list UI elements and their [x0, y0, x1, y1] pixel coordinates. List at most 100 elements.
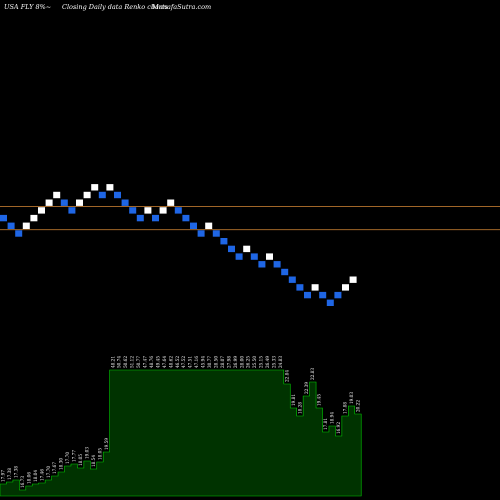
volume-label: 17.46 [39, 469, 44, 481]
volume-label: 17.38 [7, 468, 12, 480]
chart-site: MunafaSutra.com [151, 3, 211, 11]
renko-brick [190, 222, 197, 229]
renko-brick [7, 222, 15, 229]
renko-brick [281, 268, 289, 276]
volume-label: 49.45 [155, 356, 160, 368]
renko-brick [212, 230, 220, 237]
renko-brick [273, 261, 281, 268]
renko-brick [235, 253, 243, 260]
renko-brick [22, 222, 30, 229]
volume-label: 26.49 [265, 356, 270, 368]
volume-label: 17.38 [14, 466, 19, 478]
renko-brick [91, 184, 99, 191]
volume-panel [0, 369, 362, 497]
volume-label: 50.62 [123, 356, 128, 368]
renko-brick [182, 214, 190, 222]
volume-label: 20.22 [355, 400, 360, 412]
volume-label: 18.05 [78, 454, 83, 466]
volume-label: 17.81 [323, 418, 328, 430]
volume-label: 26.25 [246, 356, 251, 368]
volume-label: 18.30 [59, 458, 64, 470]
renko-brick [159, 207, 167, 214]
volume-label: 22.84 [284, 370, 289, 382]
volume-label: 45.94 [201, 356, 206, 368]
volume-label: 48.62 [168, 356, 173, 368]
renko-brick [106, 184, 114, 191]
volume-label: 18.04 [33, 470, 38, 482]
volume-label: 19.59 [104, 438, 109, 450]
renko-brick [98, 191, 106, 199]
volume-label: 22.83 [310, 368, 315, 380]
volume-label: 25.33 [272, 356, 277, 368]
volume-label: 19.03 [349, 392, 354, 404]
volume-label: 30.77 [207, 356, 212, 368]
renko-brick [121, 199, 129, 206]
volume-label: 47.47 [143, 356, 148, 368]
renko-brick [258, 261, 266, 268]
renko-brick [38, 207, 45, 214]
volume-label: 28.00 [239, 356, 244, 368]
volume-label: 47.64 [162, 356, 167, 368]
renko-brick [15, 230, 23, 237]
renko-brick [342, 284, 349, 291]
renko-brick [205, 222, 213, 229]
volume-label: 47.51 [188, 356, 193, 368]
renko-brick [30, 214, 38, 222]
volume-label: 24.83 [278, 356, 283, 368]
volume-label: 22.39 [304, 382, 309, 394]
renko-brick [129, 207, 137, 214]
renko-brick [167, 199, 175, 206]
renko-brick [311, 284, 319, 291]
volume-label: 18.28 [297, 402, 302, 414]
renko-brick [197, 230, 205, 237]
volume-label: 17.67 [52, 462, 57, 474]
renko-brick [144, 207, 152, 214]
volume-label: 46.52 [175, 356, 180, 368]
reference-lines [0, 206, 500, 231]
volume-label: 51.12 [130, 356, 135, 368]
volume-label: 19.03 [84, 447, 89, 459]
volume-label: 48.76 [149, 356, 154, 368]
volume-label: 17.77 [72, 450, 77, 462]
renko-brick [243, 245, 251, 253]
volume-label: 50.74 [117, 356, 122, 368]
renko-brick [174, 207, 182, 214]
renko-brick [76, 199, 83, 206]
renko-brick [334, 291, 342, 299]
volume-label: 18.06 [26, 472, 31, 484]
volume-label: 25.15 [259, 356, 264, 368]
renko-brick [266, 253, 273, 260]
renko-brick [68, 207, 76, 214]
volume-label: 48.21 [110, 356, 115, 368]
volume-label: 25.50 [252, 356, 257, 368]
renko-brick [296, 284, 304, 291]
renko-brick [250, 253, 258, 260]
volume-label: 17.70 [46, 466, 51, 478]
renko-brick [319, 291, 327, 299]
volume-area [0, 369, 362, 497]
renko-brick [326, 299, 334, 306]
renko-brick [220, 238, 228, 245]
renko-brick [288, 276, 296, 283]
renko-bricks [0, 184, 357, 306]
renko-brick [349, 276, 357, 283]
volume-label: 19.81 [291, 394, 296, 406]
renko-brick [0, 214, 7, 222]
renko-brick [60, 199, 68, 206]
volume-label: 18.94 [330, 412, 335, 424]
volume-label: 27.98 [226, 356, 231, 368]
volume-label: 18.05 [97, 448, 102, 460]
volume-label: 47.52 [181, 356, 186, 368]
volume-label: 18.54 [91, 455, 96, 467]
volume-label: 19.45 [317, 394, 322, 406]
volume-label: 16.92 [336, 422, 341, 434]
renko-brick [53, 191, 61, 199]
chart-header-line: Closing Daily data Renko charts [62, 3, 169, 11]
renko-brick [304, 291, 311, 299]
renko-brick [83, 191, 91, 199]
volume-label: 28.07 [220, 356, 225, 368]
volume-label: 17.70 [65, 452, 70, 464]
volume-label: 50.77 [136, 356, 141, 368]
